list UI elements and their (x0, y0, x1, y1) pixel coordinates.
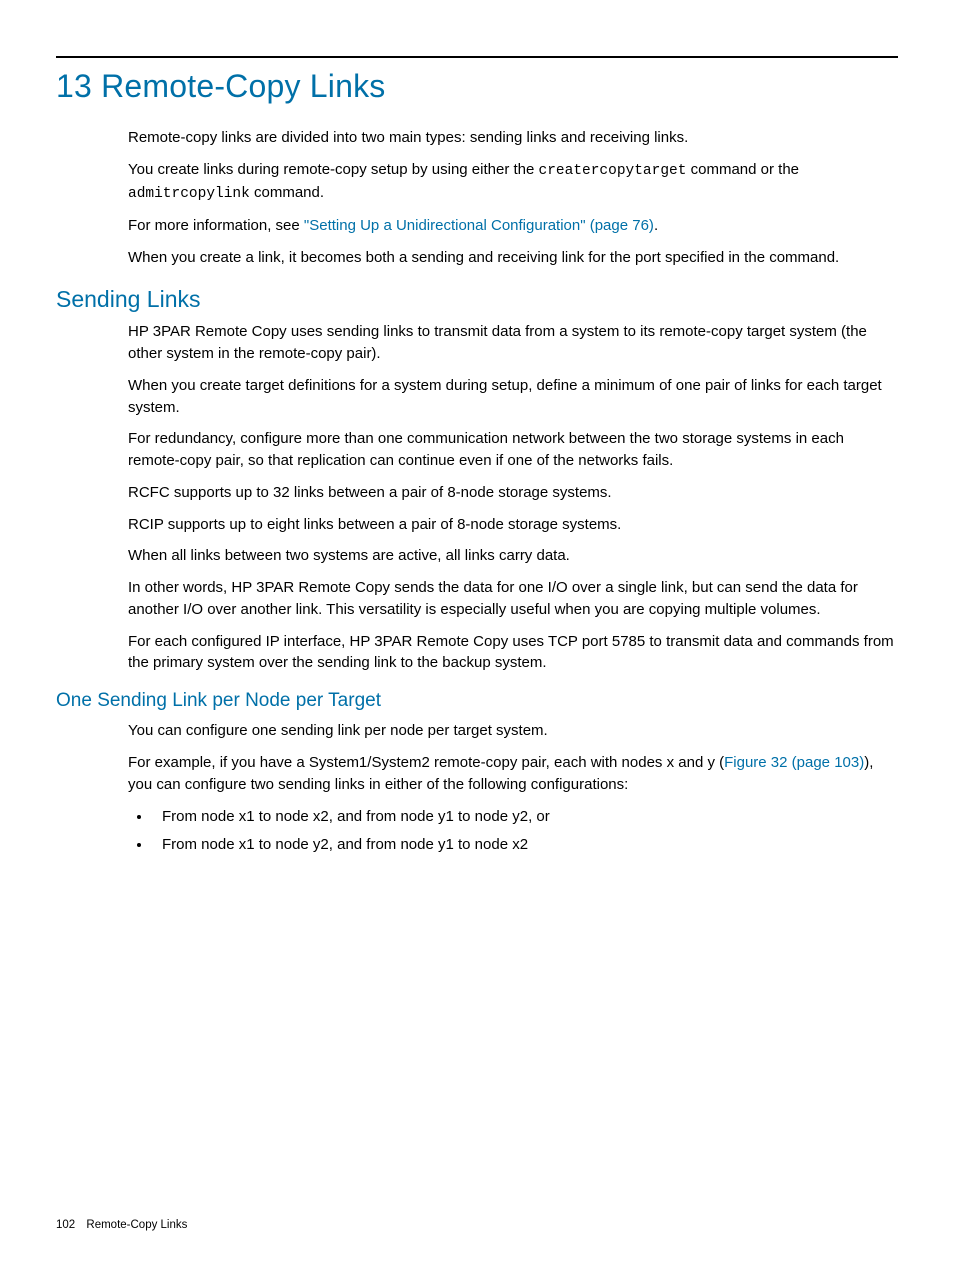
intro-p2-pre: You create links during remote-copy setu… (128, 161, 539, 178)
sending-links-block: HP 3PAR Remote Copy uses sending links t… (128, 321, 898, 674)
xref-figure-32[interactable]: Figure 32 (page 103) (724, 754, 864, 771)
section-sending-links-title: Sending Links (56, 286, 898, 313)
intro-block: Remote-copy links are divided into two m… (128, 127, 898, 268)
cmd-admitrcopylink: admitrcopylink (128, 186, 250, 202)
config-bullets: From node x1 to node x2, and from node y… (128, 805, 898, 857)
cmd-creatercopytarget: creatercopytarget (539, 163, 687, 179)
page-number: 102 (56, 1219, 75, 1231)
s1-p3: For redundancy, configure more than one … (128, 428, 898, 472)
document-page: 13 Remote-Copy Links Remote-copy links a… (0, 0, 954, 1271)
s2-p2-pre: For example, if you have a System1/Syste… (128, 754, 724, 771)
s1-p6: When all links between two systems are a… (128, 545, 898, 567)
s2-p1: You can configure one sending link per n… (128, 720, 898, 742)
bullet-item: From node x1 to node y2, and from node y… (152, 833, 898, 857)
one-link-block: You can configure one sending link per n… (128, 720, 898, 857)
s1-p8: For each configured IP interface, HP 3PA… (128, 631, 898, 675)
page-footer: 102 Remote-Copy Links (56, 1219, 187, 1231)
top-rule (56, 56, 898, 58)
intro-p3-pre: For more information, see (128, 217, 304, 234)
xref-unidirectional-config[interactable]: "Setting Up a Unidirectional Configurati… (304, 217, 654, 234)
s1-p4: RCFC supports up to 32 links between a p… (128, 482, 898, 504)
intro-p3: For more information, see "Setting Up a … (128, 215, 898, 237)
s1-p1: HP 3PAR Remote Copy uses sending links t… (128, 321, 898, 365)
s1-p5: RCIP supports up to eight links between … (128, 514, 898, 536)
bullet-item: From node x1 to node x2, and from node y… (152, 805, 898, 829)
intro-p3-post: . (654, 217, 658, 234)
intro-p2-post: command. (250, 184, 324, 201)
s1-p2: When you create target definitions for a… (128, 375, 898, 419)
intro-p2-mid: command or the (686, 161, 799, 178)
intro-p4: When you create a link, it becomes both … (128, 247, 898, 269)
intro-p1: Remote-copy links are divided into two m… (128, 127, 898, 149)
footer-section: Remote-Copy Links (86, 1219, 187, 1231)
intro-p2: You create links during remote-copy setu… (128, 159, 898, 205)
chapter-title: 13 Remote-Copy Links (56, 68, 898, 105)
subsection-one-link-title: One Sending Link per Node per Target (56, 690, 898, 712)
s1-p7: In other words, HP 3PAR Remote Copy send… (128, 577, 898, 621)
s2-p2: For example, if you have a System1/Syste… (128, 752, 898, 796)
